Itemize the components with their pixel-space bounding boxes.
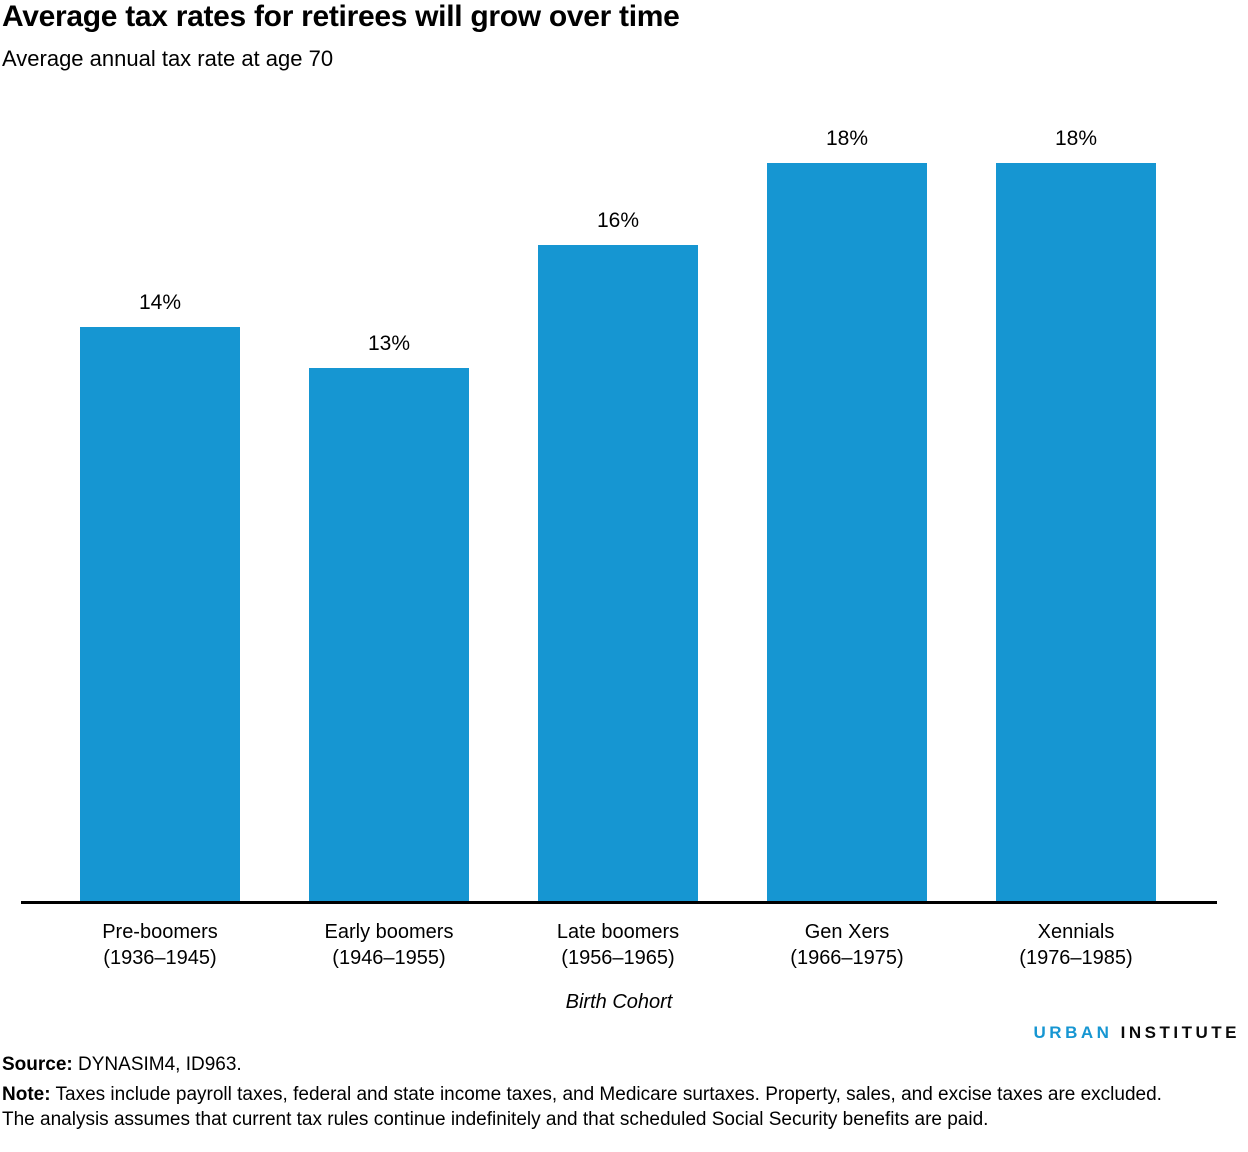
x-axis-title: Birth Cohort: [565, 991, 673, 1013]
source-text: DYNASIM4, ID963.: [72, 1054, 242, 1075]
logo-urban-text: URBAN: [1033, 1023, 1113, 1042]
x-tick-range: (1966–1975): [790, 947, 904, 969]
page-title: Average tax rates for retirees will grow…: [2, 0, 680, 33]
x-tick-range: (1956–1965): [561, 947, 675, 969]
x-tick-label: Xennials (1976–1985): [962, 919, 1190, 971]
x-tick-label: Late boomers (1956–1965): [504, 919, 732, 971]
x-tick-name: Late boomers: [556, 921, 680, 943]
plot-area: 14% 13% 16% 18% 18%: [21, 81, 1217, 904]
bar: [309, 368, 469, 901]
x-tick-label: Gen Xers (1966–1975): [733, 919, 961, 971]
note-line: Note: Taxes include payroll taxes, feder…: [2, 1082, 1167, 1132]
x-tick-name: Early boomers: [324, 921, 454, 943]
x-tick-name: Gen Xers: [804, 921, 890, 943]
x-tick-range: (1976–1985): [1019, 947, 1133, 969]
page-subtitle: Average annual tax rate at age 70: [2, 46, 334, 71]
bar-value-label: 16%: [596, 209, 640, 232]
x-tick-range: (1936–1945): [103, 947, 217, 969]
bar-value-label: 18%: [1054, 127, 1098, 150]
bar-value-label: 13%: [367, 332, 411, 355]
bar: [80, 327, 240, 901]
x-tick-range: (1946–1955): [332, 947, 446, 969]
note-text: Taxes include payroll taxes, federal and…: [2, 1084, 1162, 1130]
bar: [538, 245, 698, 901]
logo-institute-text: INSTITUTE: [1120, 1023, 1240, 1042]
source-line: Source: DYNASIM4, ID963.: [2, 1054, 242, 1076]
x-tick-label: Pre-boomers (1936–1945): [46, 919, 274, 971]
source-label: Source:: [2, 1054, 73, 1075]
bar-value-label: 14%: [138, 291, 182, 314]
x-axis-labels: Pre-boomers (1936–1945) Early boomers (1946…: [21, 919, 1217, 975]
note-label: Note:: [2, 1084, 51, 1105]
bar: [996, 163, 1156, 901]
x-tick-name: Xennials: [1037, 921, 1115, 943]
x-tick-name: Pre-boomers: [102, 921, 218, 943]
bar: [767, 163, 927, 901]
urban-institute-logo: URBAN INSTITUTE: [1034, 1023, 1240, 1043]
x-tick-label: Early boomers (1946–1955): [275, 919, 503, 971]
bar-value-label: 18%: [825, 127, 869, 150]
